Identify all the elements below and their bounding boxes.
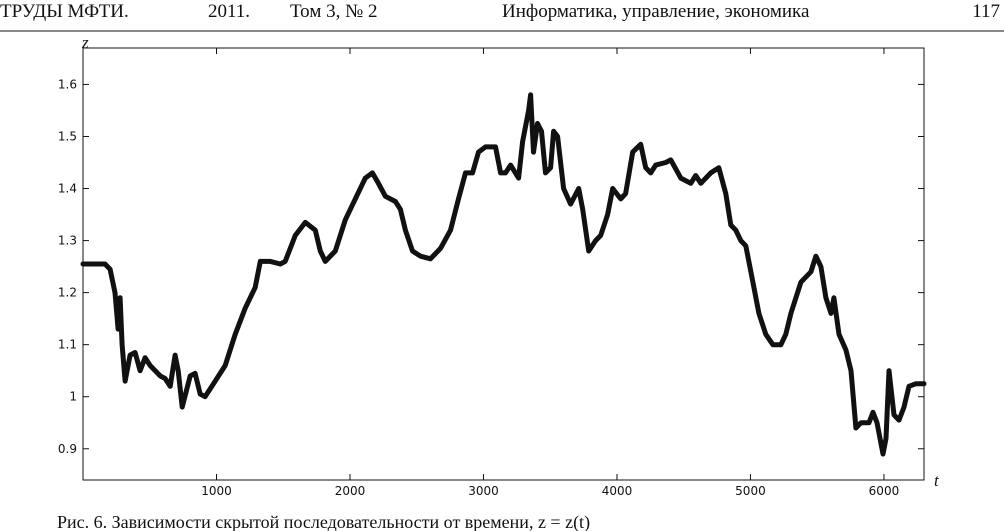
y-tick-label: 1.3: [58, 234, 77, 248]
chart: z t 0.9 1 1.1 1.2 1.3 1.4 1.5 1.6 1000 2000 3000 40…: [58, 33, 940, 498]
y-tick-label: 1: [69, 390, 77, 404]
y-tick-label: 1.2: [58, 286, 77, 300]
plot-frame: [82, 47, 925, 481]
page-number: 117: [972, 1, 1000, 22]
x-tick-label: 6000: [869, 484, 900, 498]
y-tick-label: 1.5: [58, 129, 77, 143]
volume: Том 3, № 2: [290, 1, 377, 22]
running-header: ТРУДЫ МФТИ. 2011. Том 3, № 2 Информатика…: [0, 1, 1004, 32]
figure-caption: Рис. 6. Зависимости скрытой последовател…: [57, 512, 590, 531]
y-tick-label: 1.6: [58, 77, 77, 91]
x-axis-label: t: [934, 471, 940, 490]
x-tick-label: 4000: [602, 484, 633, 498]
y-axis-label: z: [81, 33, 89, 52]
y-tick-label: 1.1: [58, 338, 77, 352]
data-line: [80, 92, 927, 457]
x-tick-label: 1000: [201, 484, 232, 498]
x-tick-label: 5000: [735, 484, 766, 498]
x-tick-label: 3000: [468, 484, 499, 498]
section: Информатика, управление, экономика: [502, 1, 810, 22]
y-tick-label: 1.4: [58, 182, 77, 196]
y-tick-label: 0.9: [58, 442, 77, 456]
year: 2011.: [208, 1, 250, 22]
journal: ТРУДЫ МФТИ.: [0, 1, 129, 22]
x-tick-label: 2000: [335, 484, 366, 498]
